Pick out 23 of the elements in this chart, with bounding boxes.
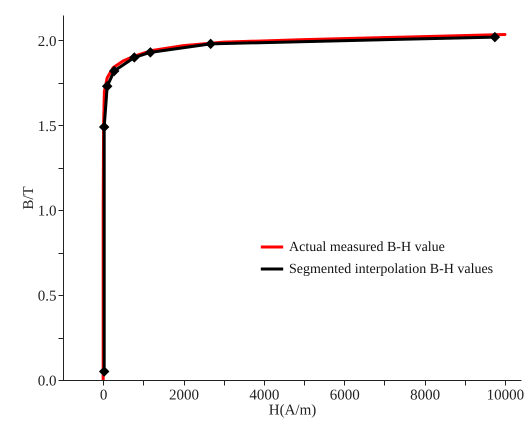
point — [108, 66, 120, 76]
point — [102, 81, 112, 92]
point — [490, 32, 500, 42]
point — [98, 366, 110, 377]
legend-label: Segmented interpolation B-H values — [289, 262, 494, 277]
x-tick-label: 8000 — [410, 388, 440, 404]
y-tick-label: 2.0 — [38, 34, 56, 50]
y-tick-label: 1.0 — [38, 204, 56, 220]
x-tick-label: 10000 — [486, 388, 524, 404]
legend-label: Actual measured B-H value — [289, 240, 445, 255]
point — [129, 52, 140, 63]
x-axis-title: H(A/m) — [268, 402, 316, 418]
point — [205, 38, 216, 50]
y-tick-label: 0.5 — [38, 288, 56, 305]
x-tick-label: 4000 — [249, 388, 280, 404]
point — [98, 122, 110, 132]
y-axis-title: B/T — [20, 186, 37, 210]
x-tick-label: 2000 — [169, 388, 200, 404]
x-tick-label: 6000 — [330, 388, 360, 404]
y-tick-label: 1.5 — [38, 118, 56, 135]
y-tick-label: 0.0 — [38, 374, 56, 390]
x-tick-label: 0 — [100, 388, 108, 404]
point — [145, 47, 156, 58]
